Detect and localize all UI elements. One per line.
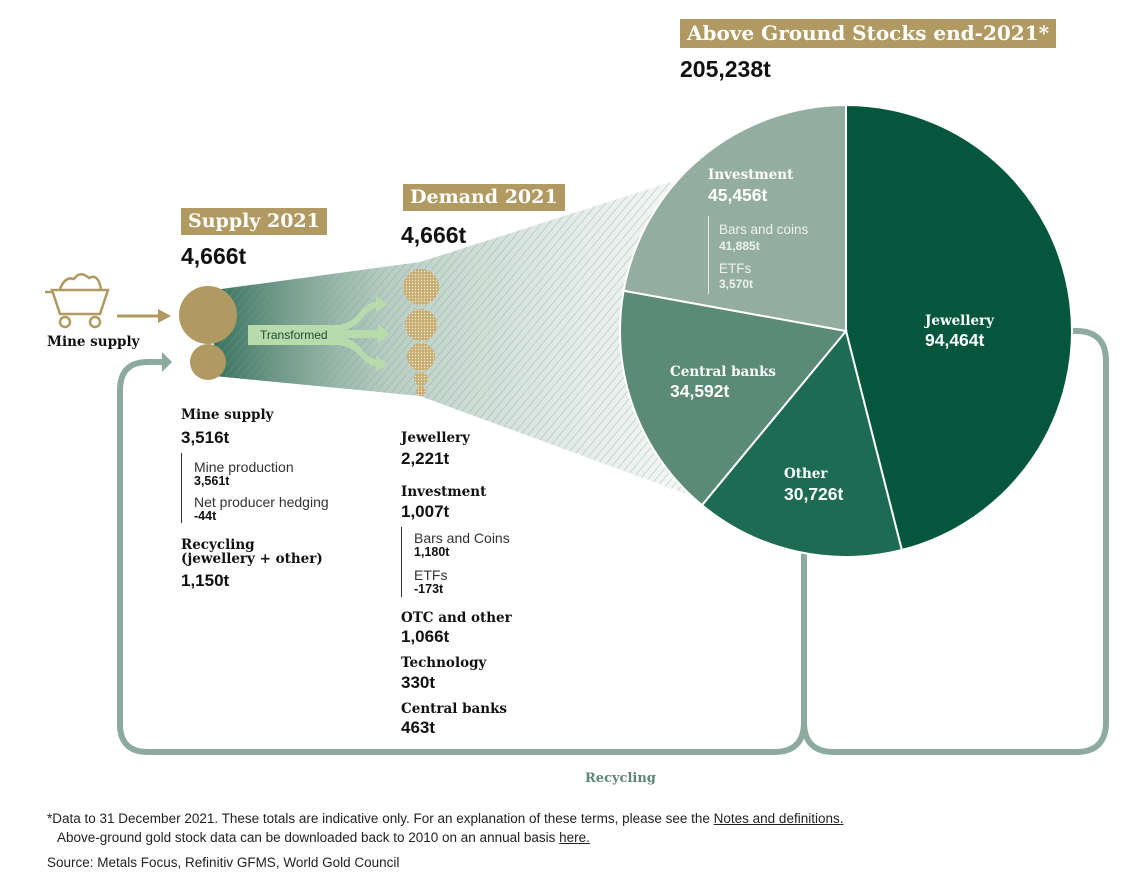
mine-supply-icon-label: Mine supply [47, 334, 140, 350]
demand-bars-label: Bars and Coins [414, 530, 510, 546]
recycling-arrowhead [162, 352, 172, 372]
supply-mine-value: 3,516t [181, 428, 230, 447]
pie-etfs-value: 3,570t [719, 277, 754, 291]
footnote-text: *Data to 31 December 2021. These totals … [47, 811, 714, 826]
pie-central-banks-label: Central banks [670, 364, 777, 380]
demand-etfs-value: -173t [414, 582, 444, 596]
supply-title-tag: Supply 2021 [181, 208, 327, 235]
demand-circle-otc [407, 343, 435, 371]
supply-circle-recycling [190, 344, 226, 380]
flow-funnel-hatch [214, 168, 716, 505]
pie-slice-jewellery [845, 103, 1073, 552]
pie-investment-label: Investment [708, 167, 794, 183]
mine-supply-arrowhead [158, 309, 171, 323]
pie-jewellery-label: Jewellery [925, 313, 994, 329]
pie-investment-value: 45,456t [708, 185, 768, 205]
supply-recycling-label: Recycling [181, 537, 255, 553]
demand-total: 4,666t [401, 222, 467, 248]
pie-central-banks-value: 34,592t [670, 381, 730, 401]
demand-jewellery-value: 2,221t [401, 449, 450, 468]
pie-etfs-label: ETFs [719, 261, 752, 276]
pie-bars-label: Bars and coins [719, 222, 809, 237]
footnote-line-1: *Data to 31 December 2021. These totals … [47, 811, 843, 826]
demand-technology-label: Technology [401, 655, 487, 671]
pie-other-label: Other [784, 466, 828, 482]
pie-slice-central-banks [619, 289, 848, 507]
source-note: Source: Metals Focus, Refinitiv GFMS, Wo… [47, 855, 400, 870]
pie-bars-value: 41,885t [719, 239, 760, 253]
pie-investment-divider [708, 216, 709, 294]
download-here-link[interactable]: here. [559, 830, 590, 845]
footnote-text-2: Above-ground gold stock data can be down… [57, 830, 560, 845]
mine-production-label: Mine production [194, 459, 294, 475]
demand-otc-value: 1,066t [401, 627, 450, 646]
supply-recycling-label-2: (jewellery + other) [181, 551, 323, 567]
recycling-label: Recycling [585, 771, 656, 786]
demand-jewellery-label: Jewellery [401, 430, 470, 446]
demand-etfs-label: ETFs [414, 567, 448, 583]
demand-otc-label: OTC and other [401, 610, 512, 626]
recycling-loop-line [117, 359, 807, 755]
transformed-label: Transformed [260, 328, 328, 342]
demand-investment-value: 1,007t [401, 502, 450, 521]
net-hedging-label: Net producer hedging [194, 494, 329, 510]
mine-cart-icon [45, 273, 110, 329]
stocks-total: 205,238t [680, 56, 771, 82]
stocks-title-tag: Above Ground Stocks end-2021* [680, 19, 1057, 48]
demand-investment-label: Investment [401, 484, 487, 500]
demand-sub-divider [401, 527, 402, 597]
demand-central-banks-value: 463t [401, 718, 436, 737]
supply-mine-label: Mine supply [181, 407, 274, 423]
transformed-arrow [248, 296, 390, 372]
pie-chart [619, 103, 1073, 558]
demand-circle-jewellery [403, 269, 439, 305]
footnote-line-2: Above-ground gold stock data can be down… [57, 830, 590, 845]
demand-circle-central-banks [414, 372, 428, 386]
demand-title-tag: Demand 2021 [403, 184, 565, 211]
supply-circle-mine [179, 286, 237, 344]
mine-production-value: 3,561t [194, 474, 230, 488]
pie-slice-investment [622, 103, 847, 333]
pie-other-value: 30,726t [784, 484, 844, 504]
demand-bars-value: 1,180t [414, 545, 450, 559]
pie-jewellery-value: 94,464t [925, 330, 985, 350]
recycling-loop-right [801, 328, 1109, 755]
supply-sub-divider [181, 453, 182, 523]
pie-slice-other [700, 328, 904, 558]
demand-central-banks-label: Central banks [401, 701, 508, 717]
supply-total: 4,666t [181, 243, 247, 269]
notes-definitions-link[interactable]: Notes and definitions. [713, 811, 844, 826]
demand-circle-investment [405, 309, 437, 341]
net-hedging-value: -44t [194, 509, 217, 523]
demand-circle-technology [416, 386, 426, 396]
demand-technology-value: 330t [401, 673, 436, 692]
supply-recycling-value: 1,150t [181, 571, 230, 590]
